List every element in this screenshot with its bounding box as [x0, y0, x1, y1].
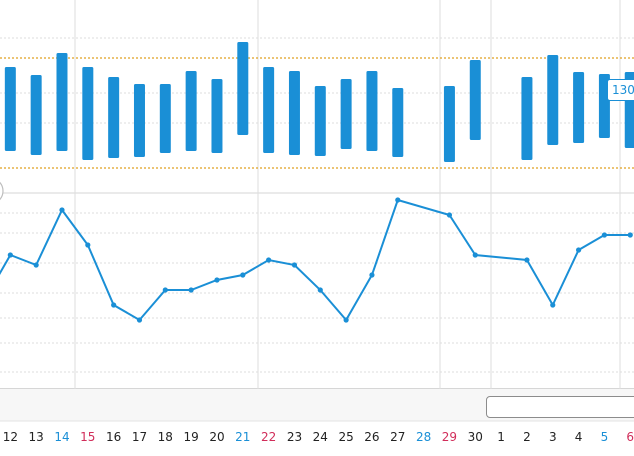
bar-20 — [211, 79, 223, 153]
bar-26 — [366, 71, 378, 151]
grid-lines — [0, 0, 634, 422]
x-tick-27: 27 — [390, 430, 405, 444]
point-22 — [266, 257, 272, 263]
x-tick-4: 4 — [575, 430, 583, 444]
bar-19 — [185, 71, 197, 151]
x-tick-22: 22 — [261, 430, 276, 444]
bar-21 — [237, 42, 249, 135]
bar-30 — [469, 60, 481, 140]
point-21 — [240, 272, 246, 278]
x-tick-16: 16 — [106, 430, 121, 444]
point-23 — [291, 262, 298, 268]
x-tick-12: 12 — [3, 430, 18, 444]
point-12 — [7, 252, 13, 258]
bar-27 — [392, 88, 404, 157]
x-tick-20: 20 — [209, 430, 224, 444]
point-15 — [85, 242, 91, 248]
point-16 — [111, 302, 117, 308]
point-27 — [395, 197, 401, 203]
x-tick-3: 3 — [549, 430, 557, 444]
bar-22 — [263, 67, 275, 153]
x-tick-19: 19 — [183, 430, 198, 444]
bar-14 — [56, 53, 68, 151]
x-tick-30: 30 — [468, 430, 483, 444]
x-tick-17: 17 — [132, 430, 147, 444]
point-4 — [575, 247, 582, 253]
x-tick-21: 21 — [235, 430, 250, 444]
x-tick-26: 26 — [364, 430, 379, 444]
x-tick-2: 2 — [523, 430, 531, 444]
x-tick-5: 5 — [601, 430, 609, 444]
point-6 — [627, 232, 633, 238]
x-tick-23: 23 — [287, 430, 302, 444]
trend-line-path — [0, 198, 631, 322]
point-2 — [524, 257, 530, 263]
point-20 — [214, 277, 220, 283]
point-25 — [343, 317, 349, 323]
bar-4 — [573, 72, 585, 143]
x-tick-18: 18 — [158, 430, 173, 444]
point-30 — [472, 252, 478, 258]
bar-16 — [108, 77, 120, 158]
bar-3 — [547, 55, 559, 145]
x-tick-6: 6 — [626, 430, 634, 444]
x-tick-13: 13 — [29, 430, 44, 444]
point-3 — [550, 302, 556, 308]
point-17 — [136, 317, 143, 323]
x-tick-14: 14 — [54, 430, 69, 444]
x-tick-15: 15 — [80, 430, 95, 444]
x-tick-25: 25 — [338, 430, 353, 444]
bar-17 — [133, 84, 145, 157]
scrollbar-thumb[interactable] — [486, 396, 634, 418]
trend-line — [0, 197, 633, 323]
bar-29 — [443, 86, 455, 162]
bar-25 — [340, 79, 352, 149]
point-19 — [188, 287, 194, 293]
bar-12 — [4, 67, 16, 151]
point-13 — [33, 262, 39, 268]
bar-24 — [314, 86, 326, 156]
x-axis-ticks: 12 13 14 15 16 17 18 19 20 21 22 23 24 25 26 27 28 29 30 1 2… — [3, 430, 634, 444]
bar-23 — [288, 71, 300, 155]
x-tick-29: 29 — [442, 430, 457, 444]
bar-15 — [82, 67, 94, 160]
point-24 — [317, 287, 323, 293]
x-tick-28: 28 — [416, 430, 431, 444]
range-bars — [4, 42, 634, 162]
point-14 — [59, 207, 65, 213]
point-18 — [162, 287, 168, 293]
bar-2 — [521, 77, 533, 160]
value-tag: 130 — [607, 79, 634, 101]
point-26 — [369, 272, 375, 278]
bar-13 — [30, 75, 42, 155]
bar-18 — [159, 84, 171, 153]
x-tick-24: 24 — [313, 430, 328, 444]
x-tick-1: 1 — [497, 430, 505, 444]
point-5 — [601, 232, 608, 238]
point-29 — [446, 212, 453, 218]
